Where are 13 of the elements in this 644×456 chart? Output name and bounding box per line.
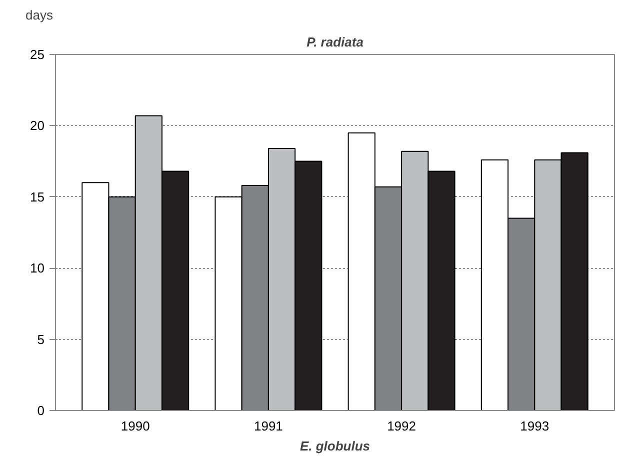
y-tick-label: 0 — [37, 403, 45, 418]
y-tick-label: 25 — [30, 47, 45, 62]
x-tick-label: 1990 — [120, 418, 150, 434]
y-tick-label: 15 — [30, 189, 45, 204]
y-tick-label: 20 — [30, 118, 45, 134]
x-tick-label: 1993 — [520, 418, 550, 434]
y-tick-label: 5 — [37, 332, 45, 347]
chart-title: P. radiata — [306, 34, 364, 50]
y-axis-title: days — [26, 8, 54, 22]
y-tick-label: 10 — [30, 260, 45, 276]
x-tick-label: 1992 — [387, 418, 416, 434]
x-axis-title: E. globulus — [300, 438, 370, 454]
x-tick-label: 1991 — [254, 418, 283, 434]
